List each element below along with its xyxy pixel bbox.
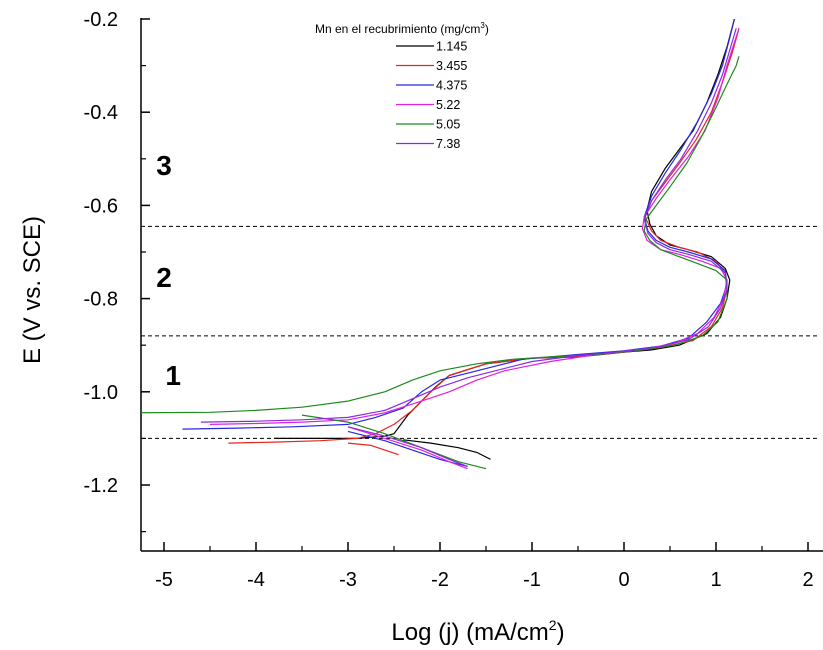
axis-ticks: -5 -4 -3 -2 -1 0 1 2 -0.2 -0.4 -0.6 -0.8 -1.0 -1.2 (84, 9, 814, 591)
x-tick-label: -5 (155, 569, 173, 591)
legend-label: 3.455 (436, 59, 467, 73)
legend: Mn en el recubrimiento (mg/cm3) 1.145 3.4… (315, 21, 489, 151)
x-tick-label: 1 (710, 569, 721, 591)
series-line (141, 56, 740, 414)
x-tick-label: 2 (802, 569, 813, 591)
series-line (403, 439, 491, 460)
series-line (301, 414, 487, 470)
region-label: 2 (156, 262, 172, 293)
region-labels: 3 2 1 (156, 150, 181, 391)
y-tick-label: -1.2 (84, 475, 118, 497)
y-tick-label: -0.4 (84, 102, 118, 124)
x-tick-label: -1 (523, 569, 541, 591)
x-tick-label: 0 (618, 569, 629, 591)
series-line (347, 442, 399, 456)
legend-title: Mn en el recubrimiento (mg/cm3) (315, 21, 489, 36)
region-label: 3 (156, 150, 172, 181)
series-line (209, 28, 740, 425)
y-tick-label: -1.0 (84, 382, 118, 404)
legend-label: 5.05 (436, 118, 460, 132)
y-tick-label: -0.2 (84, 9, 118, 31)
data-series (141, 18, 740, 470)
y-tick-label: -0.6 (84, 195, 118, 217)
legend-entries: 1.145 3.455 4.375 5.22 5.05 7.38 (396, 40, 467, 151)
y-tick-label: -0.8 (84, 289, 118, 311)
y-axis-title: E (V vs. SCE) (19, 216, 46, 364)
legend-label: 1.145 (436, 40, 467, 54)
series-line (274, 18, 735, 439)
series-line (200, 28, 737, 423)
legend-label: 4.375 (436, 79, 467, 93)
series-line (347, 426, 468, 467)
region-label: 1 (165, 360, 181, 391)
series-line (347, 426, 468, 470)
x-axis-title: Log (j) (mA/cm2) (391, 617, 564, 646)
x-tick-label: -2 (431, 569, 449, 591)
legend-label: 7.38 (436, 137, 460, 151)
x-tick-label: -3 (339, 569, 357, 591)
reference-lines (141, 225, 820, 439)
x-tick-label: -4 (247, 569, 265, 591)
legend-label: 5.22 (436, 98, 460, 112)
series-line (228, 28, 740, 444)
